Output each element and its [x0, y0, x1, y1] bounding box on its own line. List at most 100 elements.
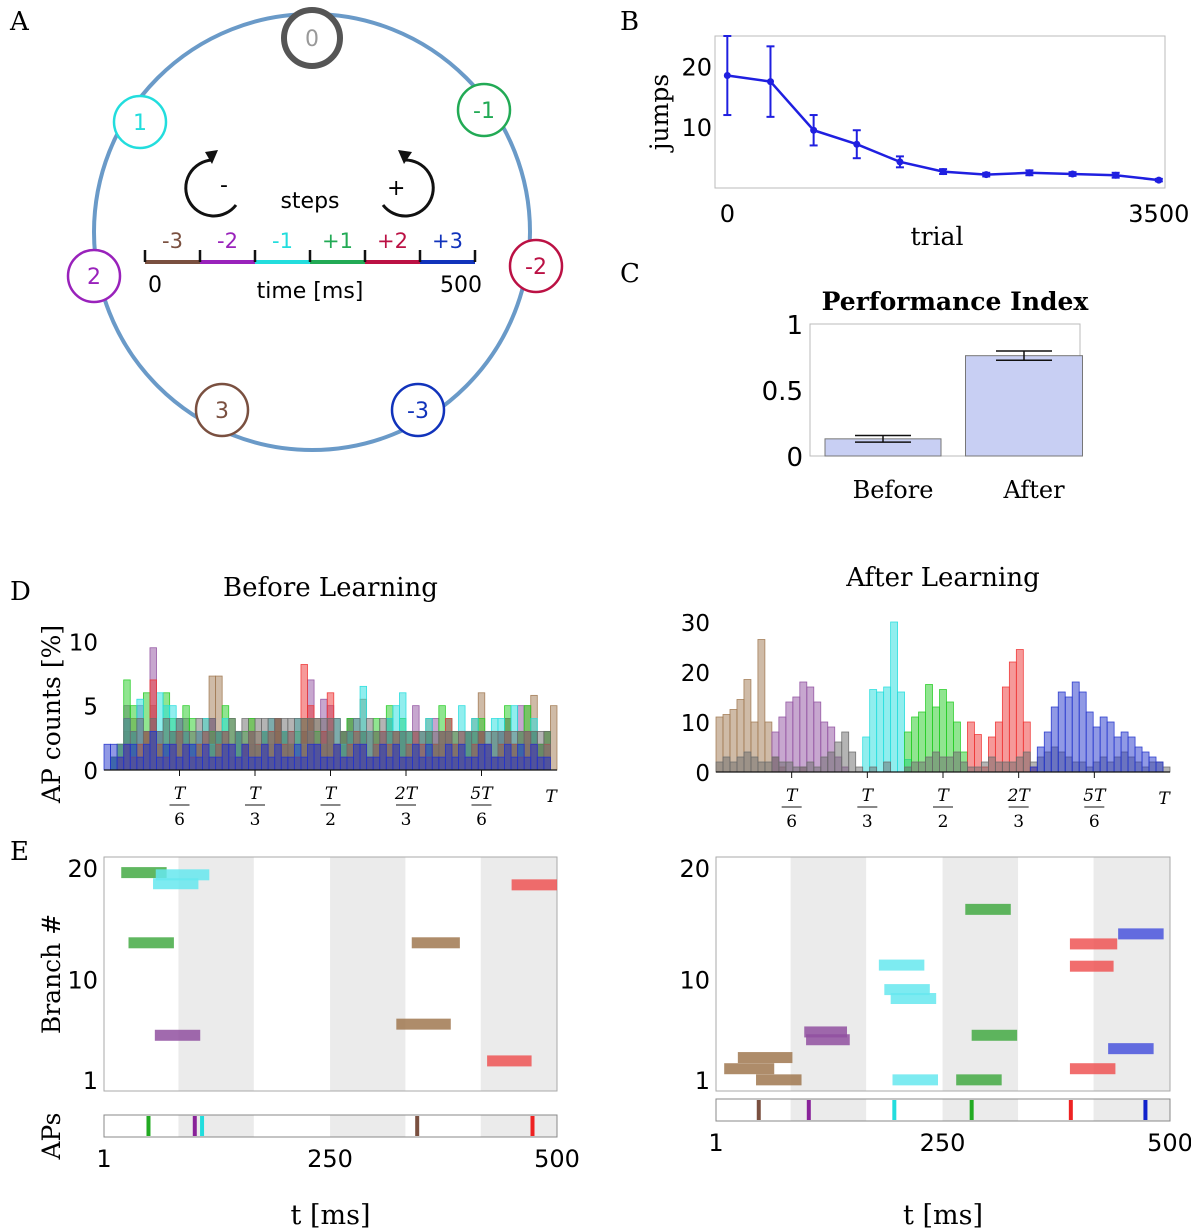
data-point [1069, 170, 1077, 178]
hist-bar [869, 766, 878, 773]
shaded-interval [1093, 1099, 1170, 1121]
branch-segment [411, 937, 460, 949]
hist-bar [939, 756, 947, 773]
x-tick-denominator: 3 [250, 810, 261, 830]
ccw-arrowhead [205, 150, 218, 164]
hist-bar [1113, 736, 1122, 773]
hist-bar [261, 743, 269, 771]
hist-bar [841, 731, 850, 773]
step-label-2: -1 [272, 229, 293, 253]
ring-node-label-3: 2 [87, 265, 101, 290]
x-tick-numerator: T [174, 784, 187, 804]
hist-bar [799, 766, 808, 773]
hist-bar [967, 766, 975, 773]
panel-e-after-raster: 1 10 20 1 250 500 t [ms] [679, 855, 1191, 1230]
hist-bar [221, 743, 230, 771]
hist-bar [1141, 751, 1150, 773]
y-tick-label: 20 [679, 855, 710, 883]
x-tick-numerator: T [786, 786, 799, 806]
ring-node-label-4: -2 [525, 255, 547, 280]
panel-a-ring-diagram: 01 -12 -23 -3 - + steps -3 -2 -1 +1 +2 +3 0 500 … [66, 7, 564, 452]
hist-bar [855, 766, 864, 773]
hist-bar [339, 756, 348, 771]
data-point [1025, 169, 1033, 177]
ring-node-1 [112, 94, 168, 150]
ccw-arrow [184, 158, 238, 218]
y-tick-label: 0 [695, 761, 710, 787]
hist-bar [862, 736, 871, 773]
shaded-interval [480, 1115, 557, 1137]
y-tick-label: 0 [83, 759, 98, 785]
y-tick-label: 1 [83, 1067, 98, 1095]
hist-bar [1008, 761, 1017, 773]
x-tick-label: Before [853, 476, 934, 504]
hist-bar [431, 756, 440, 771]
x-tick-numerator: T [937, 786, 950, 806]
step-label-3: +1 [322, 229, 353, 253]
hist-bar [399, 756, 407, 771]
branch-segment [965, 903, 1011, 915]
hist-bar [869, 689, 878, 773]
data-point [896, 158, 904, 166]
hist-bar [1022, 751, 1031, 773]
hist-bar [510, 756, 519, 771]
x-axis-label: trial [911, 222, 964, 251]
hist-bar [313, 743, 322, 771]
shaded-interval [330, 857, 406, 1091]
ring-node-label-1: 1 [133, 111, 147, 136]
hist-bar [156, 756, 164, 771]
hist-bar [405, 756, 413, 771]
chart-title: After Learning [845, 563, 1040, 593]
hist-bar [293, 743, 302, 771]
hist-bar [523, 756, 532, 771]
x-tick-denominator: 6 [174, 810, 185, 830]
hist-bar [1064, 696, 1073, 773]
hist-bar [142, 743, 151, 771]
shaded-interval [178, 1115, 254, 1137]
hist-bar [123, 743, 131, 771]
x-tick-denominator: 3 [401, 810, 412, 830]
aps-axis-label: APs [37, 1112, 66, 1160]
hist-bar [129, 743, 138, 771]
hist-bar [897, 691, 905, 773]
hist-bar [1036, 746, 1045, 773]
hist-bar [736, 756, 745, 773]
ring-node-6 [390, 382, 446, 438]
hist-bar [497, 756, 505, 771]
x-tick-label: 250 [307, 1145, 353, 1173]
branch-segment [128, 937, 174, 949]
hist-bar [785, 761, 794, 773]
x-tick-numerator: T [325, 784, 338, 804]
hist-bar [254, 756, 262, 771]
hist-bar [799, 681, 808, 773]
x-tick-label: 0 [720, 200, 735, 228]
branch-segment [396, 1018, 451, 1030]
y-axis-label: jumps [645, 74, 674, 153]
x-tick-label: 500 [1147, 1129, 1191, 1157]
hist-bar [504, 743, 512, 771]
hist-bar [1106, 721, 1115, 773]
bar-1 [965, 355, 1083, 457]
branch-segment [1069, 960, 1114, 972]
y-tick-label: 0 [786, 443, 803, 473]
y-tick-label: 20 [67, 855, 98, 883]
hist-bar [385, 756, 394, 771]
x-tick-denominator: 2 [938, 812, 949, 832]
x-tick-numerator: 2T [394, 784, 419, 804]
hist-bar [1071, 681, 1080, 773]
hist-bar [743, 751, 752, 773]
branch-segment [121, 867, 167, 879]
step-axis: -3 -2 -1 +1 +2 +3 [143, 229, 477, 264]
hist-bar [228, 743, 236, 771]
hist-bar [536, 756, 545, 771]
ap-frame [103, 1114, 558, 1138]
chart-title: Performance Index [822, 287, 1090, 316]
panel-label-a: A [9, 7, 30, 37]
x-axis-label: t [ms] [903, 1200, 983, 1230]
hist-bar [517, 743, 525, 771]
hist-bar [425, 743, 433, 771]
hist-bar [1050, 706, 1059, 773]
data-point [766, 78, 774, 86]
hist-bar [1120, 731, 1129, 773]
hist-bar [287, 756, 295, 771]
